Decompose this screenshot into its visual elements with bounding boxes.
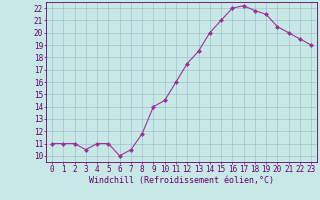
X-axis label: Windchill (Refroidissement éolien,°C): Windchill (Refroidissement éolien,°C) [89, 176, 274, 185]
